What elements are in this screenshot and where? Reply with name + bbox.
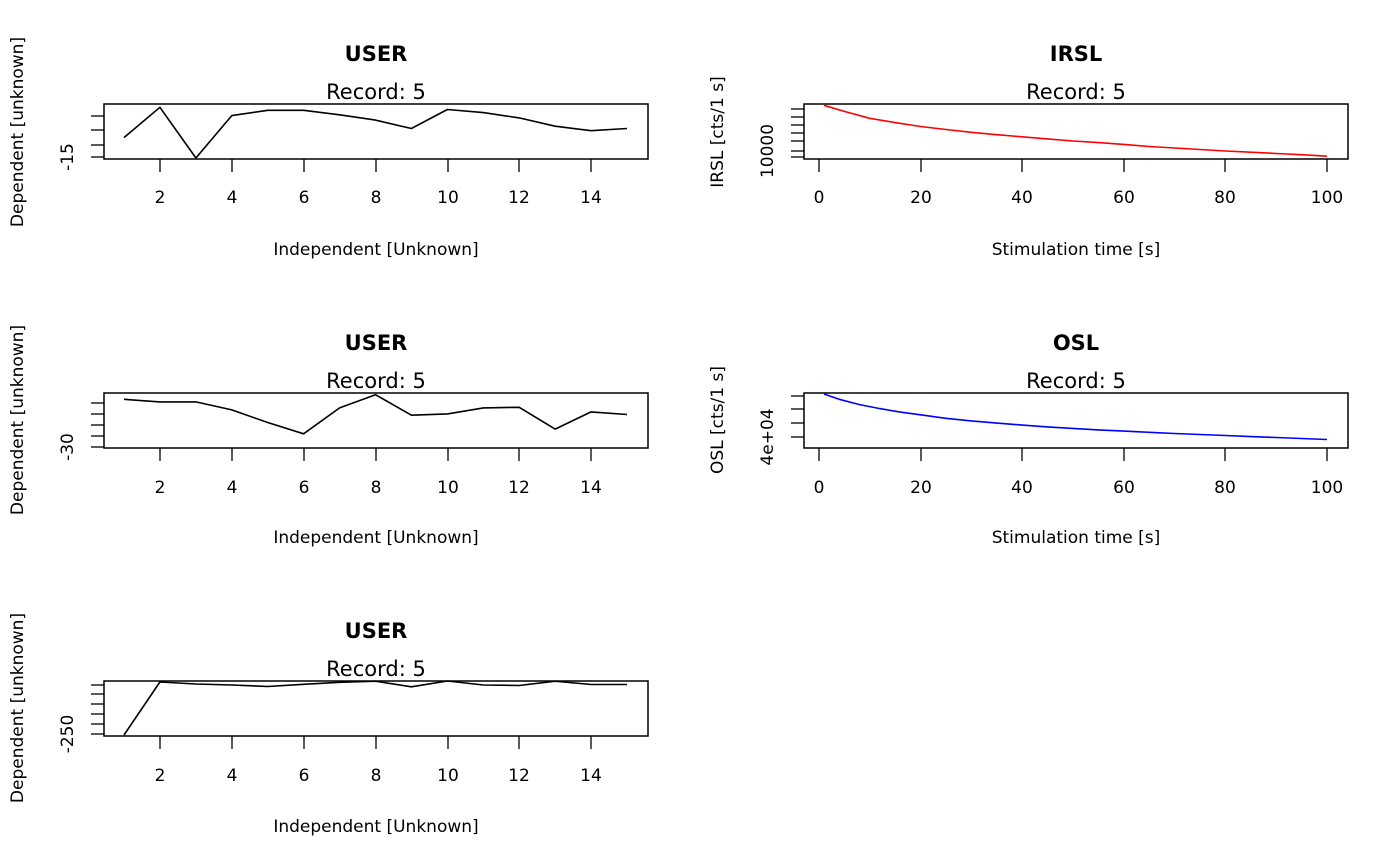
x-tick-label: 60 (1113, 478, 1135, 498)
y-tick-label: 4e+04 (758, 408, 778, 465)
x-tick-label: 10 (437, 478, 459, 498)
panel-subtitle: Record: 5 (1026, 369, 1126, 393)
x-tick-label: 100 (1311, 478, 1343, 498)
x-tick-label: 14 (580, 766, 602, 786)
panel-user-3: USER Record: 5 -250 2 4 6 8 10 12 14 Ind… (8, 613, 649, 837)
plot-frame (103, 680, 649, 737)
panel-title: USER (345, 42, 408, 66)
series-line (823, 393, 1328, 441)
y-axis-label: OSL [cts/1 s] (708, 366, 728, 474)
x-axis-label: Independent [Unknown] (273, 817, 478, 837)
x-tick-label: 6 (299, 478, 310, 498)
y-axis-label: IRSL [cts/1 s] (708, 76, 728, 187)
y-axis-label: Dependent [unknown] (8, 613, 28, 803)
x-tick-label: 0 (814, 478, 825, 498)
panel-title: OSL (1053, 331, 1099, 355)
x-tick-label: 0 (814, 188, 825, 208)
x-tick-label: 20 (910, 478, 932, 498)
plot-frame (803, 392, 1349, 449)
panel-subtitle: Record: 5 (326, 369, 426, 393)
x-tick-label: 6 (299, 188, 310, 208)
panel-user-1: USER Record: 5 -15 2 4 6 8 10 12 14 Inde… (8, 37, 649, 260)
x-tick-label: 2 (155, 478, 166, 498)
x-tick-label: 2 (155, 188, 166, 208)
panel-user-2: USER Record: 5 -30 2 4 6 8 10 12 14 Inde… (8, 325, 649, 548)
plot-frame (103, 103, 649, 160)
y-tick-label: 10000 (758, 124, 778, 178)
x-tick-label: 40 (1011, 478, 1033, 498)
x-tick-label: 60 (1113, 188, 1135, 208)
x-tick-label: 80 (1214, 188, 1236, 208)
x-tick-label: 14 (580, 188, 602, 208)
x-axis-label: Independent [Unknown] (273, 240, 478, 260)
x-axis-label: Independent [Unknown] (273, 528, 478, 548)
series-line (823, 104, 1328, 157)
series-line (123, 393, 628, 435)
x-tick-label: 8 (371, 478, 382, 498)
series-line (123, 680, 627, 736)
plot-frame (803, 103, 1349, 160)
x-tick-label: 8 (371, 188, 382, 208)
panel-title: IRSL (1050, 42, 1103, 66)
x-tick-label: 2 (155, 766, 166, 786)
panel-irsl: IRSL Record: 5 10000 0 20 40 60 80 100 S… (708, 42, 1349, 260)
x-axis-label: Stimulation time [s] (992, 240, 1161, 260)
x-tick-label: 12 (508, 188, 530, 208)
x-tick-label: 4 (227, 478, 238, 498)
x-tick-label: 4 (227, 188, 238, 208)
x-axis-label: Stimulation time [s] (992, 528, 1161, 548)
panel-subtitle: Record: 5 (326, 80, 426, 104)
x-tick-label: 10 (437, 188, 459, 208)
x-tick-label: 80 (1214, 478, 1236, 498)
y-axis-label: Dependent [unknown] (8, 37, 28, 227)
x-tick-label: 12 (508, 478, 530, 498)
panel-subtitle: Record: 5 (326, 657, 426, 681)
x-tick-label: 8 (371, 766, 382, 786)
y-tick-label: -250 (58, 715, 78, 754)
y-axis-label: Dependent [unknown] (8, 325, 28, 515)
x-tick-label: 10 (437, 766, 459, 786)
series-line (123, 106, 628, 159)
x-tick-label: 6 (299, 766, 310, 786)
panel-title: USER (345, 619, 408, 643)
y-tick-label: -30 (58, 433, 78, 461)
x-tick-label: 100 (1311, 188, 1343, 208)
panel-title: USER (345, 331, 408, 355)
panel-subtitle: Record: 5 (1026, 80, 1126, 104)
x-tick-label: 12 (508, 766, 530, 786)
y-tick-label: -15 (58, 143, 78, 171)
x-tick-label: 14 (580, 478, 602, 498)
x-tick-label: 20 (910, 188, 932, 208)
panel-osl: OSL Record: 5 4e+04 0 20 40 60 80 100 St… (708, 331, 1349, 548)
x-tick-label: 40 (1011, 188, 1033, 208)
x-tick-label: 4 (227, 766, 238, 786)
